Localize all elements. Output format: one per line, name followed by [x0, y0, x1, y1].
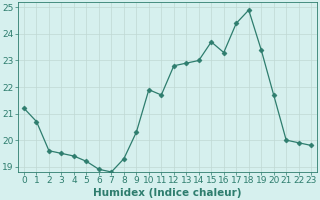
X-axis label: Humidex (Indice chaleur): Humidex (Indice chaleur): [93, 188, 242, 198]
